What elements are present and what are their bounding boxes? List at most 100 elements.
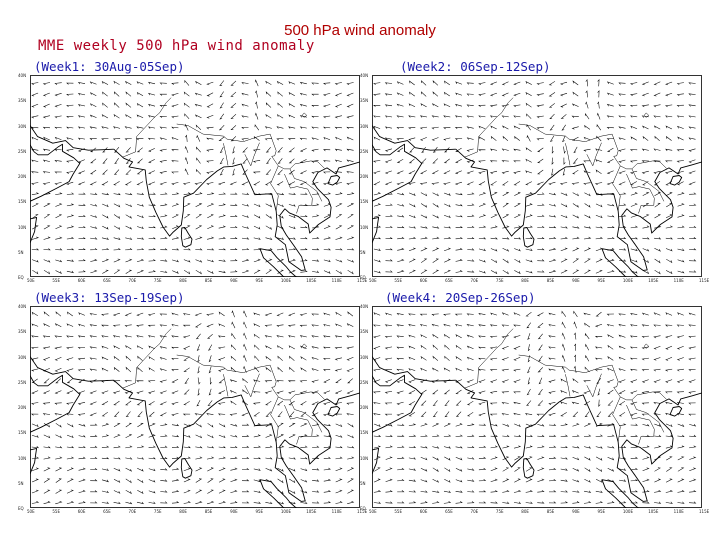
- lon-tick-label: 100E: [622, 278, 634, 283]
- coastlines: [372, 97, 702, 277]
- map-panel-week3: EQ 5N 10N 15N 20N 25N 30N 35N 40N 50E 55E 60E 65E 70E…: [18, 304, 367, 514]
- lon-tick-label: 75E: [495, 278, 504, 283]
- lon-tick-label: 70E: [128, 278, 137, 283]
- lon-tick-label: 85E: [546, 509, 555, 514]
- coastlines: [30, 328, 360, 508]
- lon-tick-label: 105E: [648, 509, 659, 514]
- lat-tick-label: 25N: [360, 379, 369, 385]
- lon-tick-label: 55E: [52, 509, 60, 514]
- figure-title: MME weekly 500 hPa wind anomaly: [38, 38, 315, 54]
- lat-tick-label: 40N: [360, 73, 369, 78]
- lat-tick-label: 10N: [360, 224, 369, 230]
- lon-tick-label: 110E: [331, 278, 342, 283]
- lat-tick-label: 15N: [18, 199, 27, 205]
- lat-tick-label: 15N: [360, 199, 369, 205]
- lat-tick-label: 5N: [360, 480, 366, 486]
- lat-tick-label: 25N: [18, 379, 27, 385]
- lon-tick-label: 60E: [419, 278, 428, 283]
- lon-tick-label: 70E: [470, 278, 479, 283]
- lon-tick-label: 55E: [394, 509, 402, 514]
- lat-tick-label: 40N: [360, 304, 369, 309]
- lat-tick-label: EQ: [18, 275, 24, 280]
- wind-vectors: [373, 310, 697, 504]
- coastlines: [372, 328, 702, 508]
- lat-tick-label: 20N: [18, 174, 27, 179]
- lon-tick-label: 90E: [572, 278, 580, 283]
- lat-tick-label: 25N: [360, 148, 369, 154]
- lon-tick-label: 115E: [699, 509, 710, 514]
- lat-tick-label: 10N: [360, 455, 369, 461]
- panel-label-week3: (Week3: 13Sep-19Sep): [34, 290, 185, 305]
- lon-tick-label: 60E: [419, 509, 428, 514]
- lon-tick-label: 65E: [445, 278, 453, 283]
- lon-tick-label: 90E: [230, 509, 238, 514]
- lon-tick-label: 80E: [521, 278, 529, 283]
- lon-tick-label: 115E: [699, 278, 710, 283]
- lon-tick-label: 95E: [255, 278, 264, 283]
- lon-tick-label: 105E: [306, 509, 317, 514]
- lon-tick-label: 85E: [204, 278, 213, 283]
- wind-vectors: [31, 79, 355, 275]
- lat-tick-label: 30N: [18, 123, 27, 129]
- lon-tick-label: 90E: [230, 278, 238, 283]
- lat-tick-label: 30N: [360, 123, 369, 129]
- lat-tick-label: EQ: [360, 506, 366, 511]
- lat-tick-label: 35N: [360, 329, 369, 335]
- lat-tick-label: 40N: [18, 73, 27, 78]
- lat-tick-label: 10N: [18, 455, 27, 461]
- coastlines: [30, 97, 360, 277]
- lat-tick-label: EQ: [18, 506, 24, 511]
- lon-tick-label: 50E: [369, 278, 377, 283]
- lon-tick-label: 115E: [357, 509, 368, 514]
- panel-label-week2: (Week2: 06Sep-12Sep): [400, 59, 551, 74]
- lat-tick-label: 5N: [360, 249, 366, 255]
- lon-tick-label: 95E: [597, 509, 606, 514]
- lon-tick-label: 75E: [153, 278, 162, 283]
- lon-tick-label: 105E: [306, 278, 317, 283]
- wind-vectors: [31, 310, 355, 505]
- lon-tick-label: 85E: [204, 509, 213, 514]
- wind-map-svg: [30, 306, 360, 508]
- lat-tick-label: 20N: [18, 405, 27, 410]
- wind-map-svg: [30, 75, 360, 277]
- map-frame: [372, 75, 702, 277]
- lat-tick-label: 5N: [18, 480, 24, 486]
- lon-tick-label: 95E: [597, 278, 606, 283]
- lon-tick-label: 80E: [521, 509, 529, 514]
- lon-tick-label: 100E: [280, 509, 292, 514]
- lon-tick-label: 55E: [52, 278, 60, 283]
- wind-vectors: [372, 79, 697, 275]
- map-panel-week4: EQ 5N 10N 15N 20N 25N 30N 35N 40N 50E 55E 60E 65E 70E…: [360, 304, 709, 514]
- lon-tick-label: 80E: [179, 278, 187, 283]
- lat-tick-label: 25N: [18, 148, 27, 154]
- lon-tick-label: 95E: [255, 509, 264, 514]
- map-frame: [372, 306, 702, 508]
- lon-tick-label: 85E: [546, 278, 555, 283]
- panel-label-week1: (Week1: 30Aug-05Sep): [34, 59, 185, 74]
- lon-tick-label: 55E: [394, 278, 402, 283]
- lon-tick-label: 65E: [103, 278, 111, 283]
- lat-tick-label: 5N: [18, 249, 24, 255]
- lon-tick-label: 75E: [495, 509, 504, 514]
- slide-title: 500 hPa wind anomaly: [284, 22, 436, 39]
- lon-tick-label: 50E: [27, 509, 35, 514]
- lon-tick-label: 75E: [153, 509, 162, 514]
- wind-map-svg: [372, 75, 702, 277]
- lat-tick-label: 15N: [360, 430, 369, 436]
- lon-tick-label: 80E: [179, 509, 187, 514]
- lon-tick-label: 110E: [673, 509, 684, 514]
- lon-tick-label: 70E: [470, 509, 479, 514]
- lat-tick-label: 35N: [360, 98, 369, 104]
- map-frame: [30, 306, 360, 508]
- lon-tick-label: 60E: [77, 278, 86, 283]
- lon-tick-label: 110E: [673, 278, 684, 283]
- lon-tick-label: 110E: [331, 509, 342, 514]
- lon-tick-label: 60E: [77, 509, 86, 514]
- lat-tick-label: 20N: [360, 405, 369, 410]
- lon-tick-label: 65E: [445, 509, 453, 514]
- lon-tick-label: 100E: [280, 278, 292, 283]
- lon-tick-label: 105E: [648, 278, 659, 283]
- lat-tick-label: 35N: [18, 329, 27, 335]
- lon-tick-label: 115E: [357, 278, 368, 283]
- wind-map-svg: [372, 306, 702, 508]
